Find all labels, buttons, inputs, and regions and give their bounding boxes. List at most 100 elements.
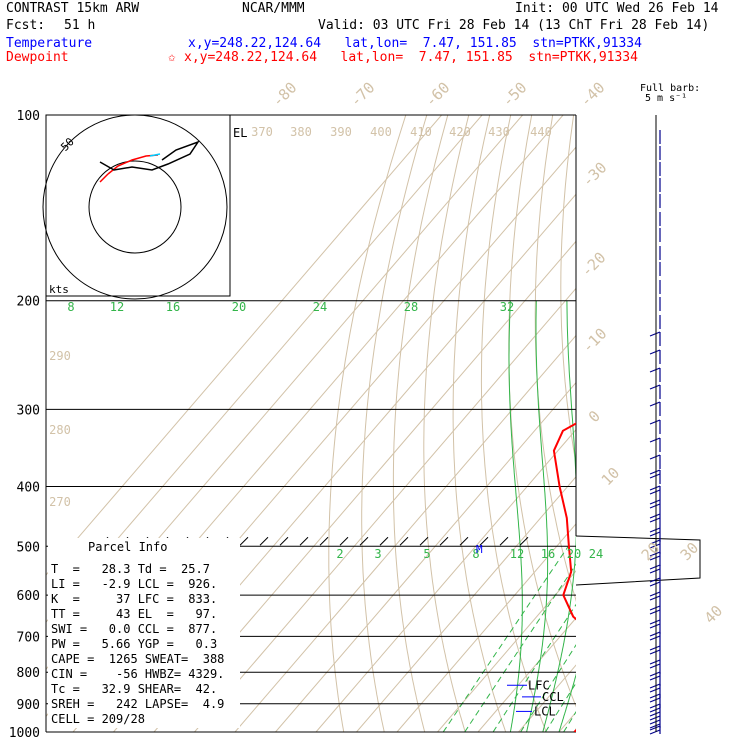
hatch-mark bbox=[239, 536, 249, 546]
dry-adiabat-label: 290 bbox=[49, 349, 71, 363]
hatch-mark bbox=[359, 536, 369, 546]
isotherm-line bbox=[681, 115, 740, 732]
wind-barb-flag bbox=[649, 401, 661, 407]
wind-barb-flag bbox=[649, 609, 661, 615]
wind-barb-flag bbox=[649, 623, 661, 629]
mixing-ratio-label: 5 bbox=[423, 547, 430, 561]
wind-barb-flag bbox=[649, 683, 661, 689]
barb-legend-line1: Full barb: bbox=[640, 83, 701, 94]
wind-barb-flag bbox=[649, 715, 661, 721]
wind-barb-flag bbox=[649, 711, 661, 717]
el-label: EL bbox=[233, 126, 247, 140]
theta-e-label: 410 bbox=[410, 125, 432, 139]
mixing-ratio-line bbox=[578, 546, 693, 732]
wind-barb-flag bbox=[649, 687, 661, 693]
hatch-mark bbox=[379, 536, 389, 546]
dry-adiabat-line bbox=[392, 115, 449, 732]
wind-barb-flag bbox=[649, 729, 661, 735]
mixing-ratio-label: 20 bbox=[567, 547, 581, 561]
wind-barb-flag bbox=[649, 649, 661, 655]
mixing-ratio-label: 12 bbox=[510, 547, 524, 561]
wind-barb-flag bbox=[649, 531, 661, 537]
isotherm-label: -10 bbox=[579, 325, 611, 357]
wind-barb-flag bbox=[649, 605, 661, 611]
hodograph-ring bbox=[42, 114, 228, 300]
model-title: CONTRAST 15km ARW bbox=[6, 1, 140, 16]
pressure-tick-label: 300 bbox=[17, 403, 40, 418]
hatch-mark bbox=[519, 536, 529, 546]
barb-legend-line2: 5 m s⁻¹ bbox=[645, 93, 688, 104]
dewpoint-location: x,y=248.22,124.64 lat,lon= 7.47, 151.85 … bbox=[184, 50, 638, 65]
isotherm-line bbox=[315, 428, 576, 732]
wind-barb-flag bbox=[649, 499, 661, 505]
wind-barb-flag bbox=[649, 635, 661, 641]
dry-adiabat-line bbox=[423, 115, 470, 732]
mixing-ratio-line bbox=[590, 546, 704, 732]
wind-barb-flag bbox=[649, 663, 661, 669]
wind-barb-flag bbox=[649, 671, 661, 677]
temperature-location: x,y=248.22,124.64 lat,lon= 7.47, 151.85 … bbox=[188, 36, 642, 51]
forecast-hours: 51 h bbox=[64, 18, 96, 33]
isotherm-line bbox=[194, 287, 576, 732]
hatch-mark bbox=[419, 536, 429, 546]
isotherm-label: 30 bbox=[677, 539, 703, 565]
hatch-mark bbox=[339, 536, 349, 546]
mixing-ratio-label: 3 bbox=[374, 547, 381, 561]
moist-adiabat-line bbox=[591, 301, 697, 732]
wind-barb-flag bbox=[649, 568, 661, 574]
pressure-tick-label: 900 bbox=[17, 698, 40, 713]
isotherm-line bbox=[46, 115, 442, 576]
wind-barb-flag bbox=[649, 349, 661, 355]
dry-adiabat-label: 270 bbox=[49, 495, 71, 509]
forecast-label: Fcst: bbox=[6, 18, 46, 33]
mixing-ratio-label: 8 bbox=[472, 547, 479, 561]
parcel-row: T = 28.3 Td = 25.7 bbox=[51, 562, 210, 576]
wind-barb-flag bbox=[649, 367, 661, 373]
hodograph-frame bbox=[45, 114, 231, 297]
dry-adiabat-line bbox=[328, 115, 407, 732]
wind-barb-flag bbox=[649, 473, 661, 479]
isotherm-line bbox=[275, 381, 576, 732]
moist-adiabat-line bbox=[526, 300, 549, 732]
wind-barb-flag bbox=[649, 577, 661, 583]
mixing-ratio-label: 28 bbox=[404, 300, 418, 314]
hodograph-mid-trace bbox=[149, 153, 161, 157]
isotherm-label: -20 bbox=[578, 249, 610, 281]
isotherm-line bbox=[356, 476, 576, 732]
isotherm-line bbox=[640, 115, 740, 732]
wind-barb-flag bbox=[649, 631, 661, 637]
init-time: Init: 00 UTC Wed 26 Feb 14 bbox=[515, 1, 719, 16]
temperature-profile-line bbox=[587, 115, 685, 732]
parcel-row: TT = 43 EL = 97. bbox=[51, 607, 218, 621]
dewpoint-legend: Dewpoint bbox=[6, 50, 69, 65]
wind-barb-flag bbox=[649, 551, 661, 557]
dewpoint-profile-line bbox=[552, 422, 576, 732]
isotherm-label: 40 bbox=[701, 602, 727, 628]
isotherm-label: 0 bbox=[585, 407, 604, 426]
parcel-info-panel: Parcel Info T = 28.3 Td = 25.7 LI = -2.9… bbox=[48, 538, 240, 728]
source-label: NCAR/MMM bbox=[242, 1, 305, 16]
mixing-ratio-line bbox=[492, 603, 576, 732]
mixing-ratio-label: 8 bbox=[67, 300, 74, 314]
isotherm-line bbox=[558, 711, 576, 732]
wind-barb-flag bbox=[649, 564, 661, 570]
mixing-ratio-label: 24 bbox=[313, 300, 327, 314]
dry-adiabat-line bbox=[610, 115, 740, 732]
wind-barb-flag bbox=[649, 555, 661, 561]
isotherm-line bbox=[600, 115, 740, 732]
parcel-row: K = 37 LFC = 833. bbox=[51, 592, 218, 606]
mixing-ratio-label: 12 bbox=[110, 300, 124, 314]
parcel-row: CAPE = 1265 SWEAT= 388 bbox=[51, 652, 225, 666]
dry-adiabat-line bbox=[452, 115, 507, 732]
temperature-legend: Temperature bbox=[6, 36, 93, 51]
mixing-ratio-line bbox=[464, 563, 576, 732]
lfc-label: LFC bbox=[528, 678, 550, 692]
wind-barb-flag bbox=[649, 725, 661, 731]
hodograph-upper-trace bbox=[99, 140, 200, 171]
hatch-mark bbox=[439, 536, 449, 546]
parcel-row: CIN = -56 HWBZ= 4329. bbox=[51, 667, 225, 681]
isotherm-line bbox=[437, 570, 576, 732]
isotherm-label: -50 bbox=[499, 79, 531, 111]
wind-barb-flag bbox=[649, 437, 661, 443]
theta-e-label: 380 bbox=[290, 125, 312, 139]
